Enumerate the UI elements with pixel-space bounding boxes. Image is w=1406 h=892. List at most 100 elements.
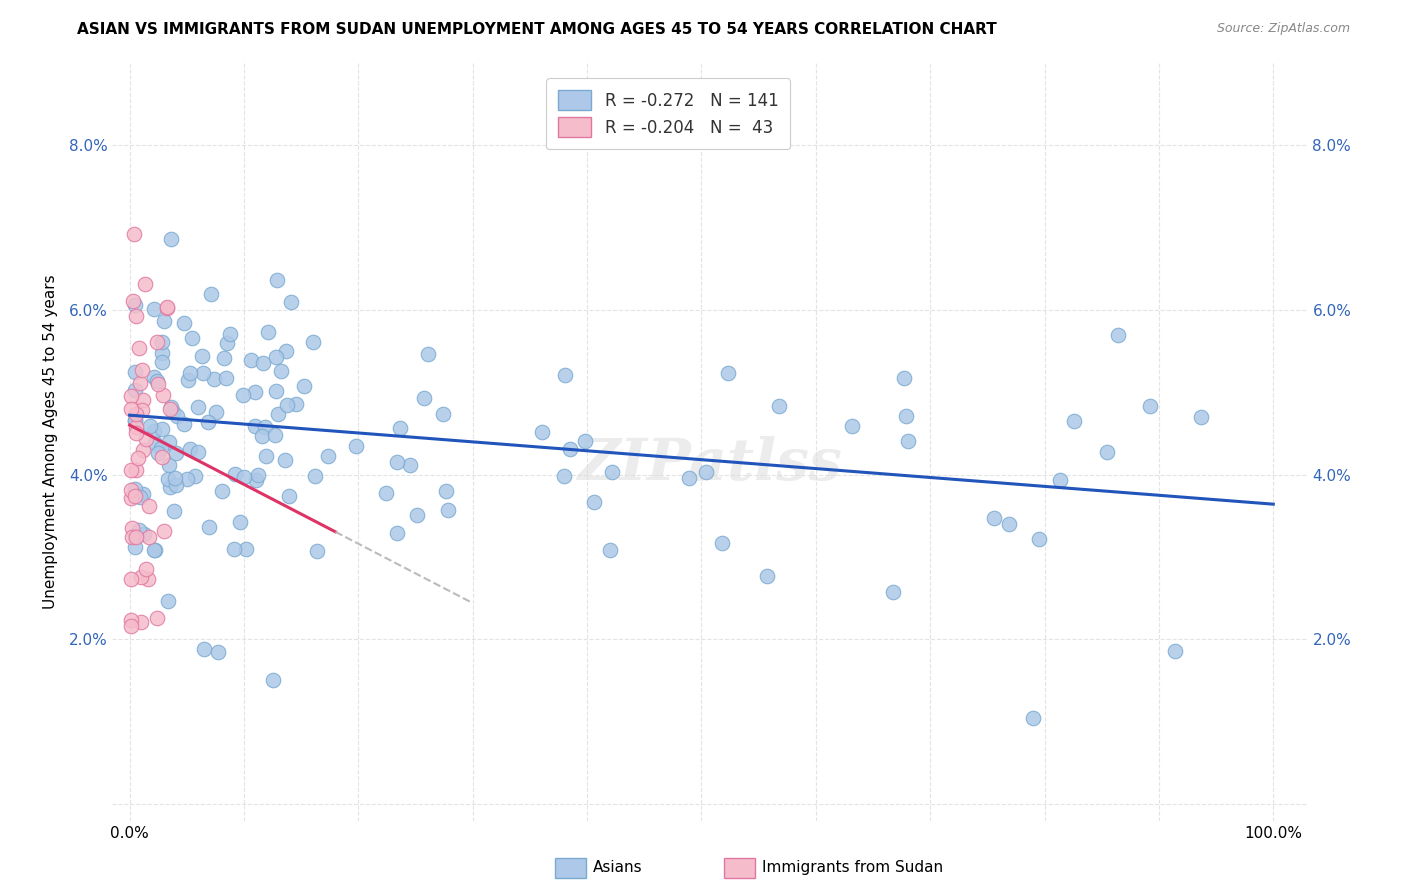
Point	[215, 335, 238, 350]
Point	[434, 483, 457, 498]
Point	[276, 399, 298, 413]
Text: Immigrants from Sudan: Immigrants from Sudan	[762, 861, 943, 875]
Point	[235, 542, 257, 557]
Point	[159, 402, 181, 417]
Point	[179, 442, 201, 456]
Point	[191, 349, 214, 363]
Point	[574, 434, 596, 448]
Point	[152, 354, 174, 368]
Point	[146, 374, 169, 388]
Point	[257, 325, 280, 339]
Point	[173, 316, 195, 330]
Point	[124, 414, 146, 428]
Point	[139, 418, 162, 433]
Point	[229, 515, 252, 529]
Point	[232, 388, 254, 402]
Point	[385, 455, 408, 469]
Point	[983, 511, 1005, 525]
Point	[138, 573, 160, 587]
Point	[254, 449, 277, 463]
Point	[150, 421, 173, 435]
Point	[755, 569, 778, 583]
Point	[134, 277, 156, 292]
Point	[211, 483, 233, 498]
Point	[215, 371, 238, 385]
Point	[678, 471, 700, 485]
Point	[437, 503, 460, 517]
Point	[162, 405, 184, 419]
Point	[145, 542, 167, 557]
Point	[142, 425, 165, 439]
Point	[177, 373, 200, 387]
Point	[252, 355, 274, 369]
Point	[413, 391, 436, 405]
Legend: R = -0.272   N = 141, R = -0.204   N =  43: R = -0.272 N = 141, R = -0.204 N = 43	[547, 78, 790, 149]
Point	[142, 543, 165, 558]
Point	[600, 466, 623, 480]
Point	[768, 399, 790, 413]
Point	[120, 619, 142, 633]
Point	[998, 517, 1021, 532]
Point	[1095, 445, 1118, 459]
Point	[159, 480, 181, 494]
Point	[1189, 409, 1212, 424]
Point	[264, 384, 287, 398]
Text: ASIAN VS IMMIGRANTS FROM SUDAN UNEMPLOYMENT AMONG AGES 45 TO 54 YEARS CORRELATIO: ASIAN VS IMMIGRANTS FROM SUDAN UNEMPLOYM…	[77, 22, 997, 37]
Point	[280, 295, 302, 310]
Point	[893, 371, 915, 385]
Point	[125, 309, 148, 323]
Point	[894, 409, 917, 423]
Point	[599, 542, 621, 557]
Point	[307, 543, 329, 558]
Point	[187, 401, 209, 415]
Point	[304, 469, 326, 483]
Point	[1164, 644, 1187, 658]
Point	[120, 572, 142, 586]
Point	[232, 470, 254, 484]
Point	[128, 376, 150, 390]
Point	[399, 458, 422, 473]
Point	[157, 593, 180, 607]
Point	[131, 363, 153, 377]
Text: Asians: Asians	[593, 861, 643, 875]
Point	[202, 371, 225, 385]
Point	[121, 529, 143, 543]
Point	[129, 615, 152, 629]
Point	[120, 613, 142, 627]
Point	[432, 407, 454, 421]
Point	[143, 435, 166, 450]
Point	[554, 368, 576, 382]
Text: Source: ZipAtlas.com: Source: ZipAtlas.com	[1216, 22, 1350, 36]
Point	[124, 482, 146, 496]
Point	[122, 294, 145, 309]
Point	[120, 402, 142, 417]
Point	[152, 388, 174, 402]
Point	[388, 421, 411, 435]
Point	[553, 468, 575, 483]
Point	[156, 472, 179, 486]
Point	[530, 425, 553, 439]
Point	[247, 467, 270, 482]
Point	[131, 403, 153, 417]
Point	[1028, 532, 1050, 546]
Point	[1139, 399, 1161, 413]
Point	[125, 419, 148, 434]
Point	[153, 314, 176, 328]
Point	[285, 397, 308, 411]
Point	[262, 673, 284, 688]
Point	[1063, 414, 1085, 428]
Point	[263, 428, 285, 442]
Point	[406, 508, 429, 523]
Point	[207, 645, 229, 659]
Point	[274, 453, 297, 467]
Point	[181, 331, 204, 345]
Point	[318, 449, 340, 463]
Text: ZIPatlss: ZIPatlss	[578, 436, 842, 492]
Point	[156, 301, 179, 315]
Point	[120, 491, 142, 506]
Point	[193, 641, 215, 656]
Point	[148, 445, 170, 459]
Point	[267, 407, 290, 421]
Point	[558, 442, 581, 456]
Point	[163, 503, 186, 517]
